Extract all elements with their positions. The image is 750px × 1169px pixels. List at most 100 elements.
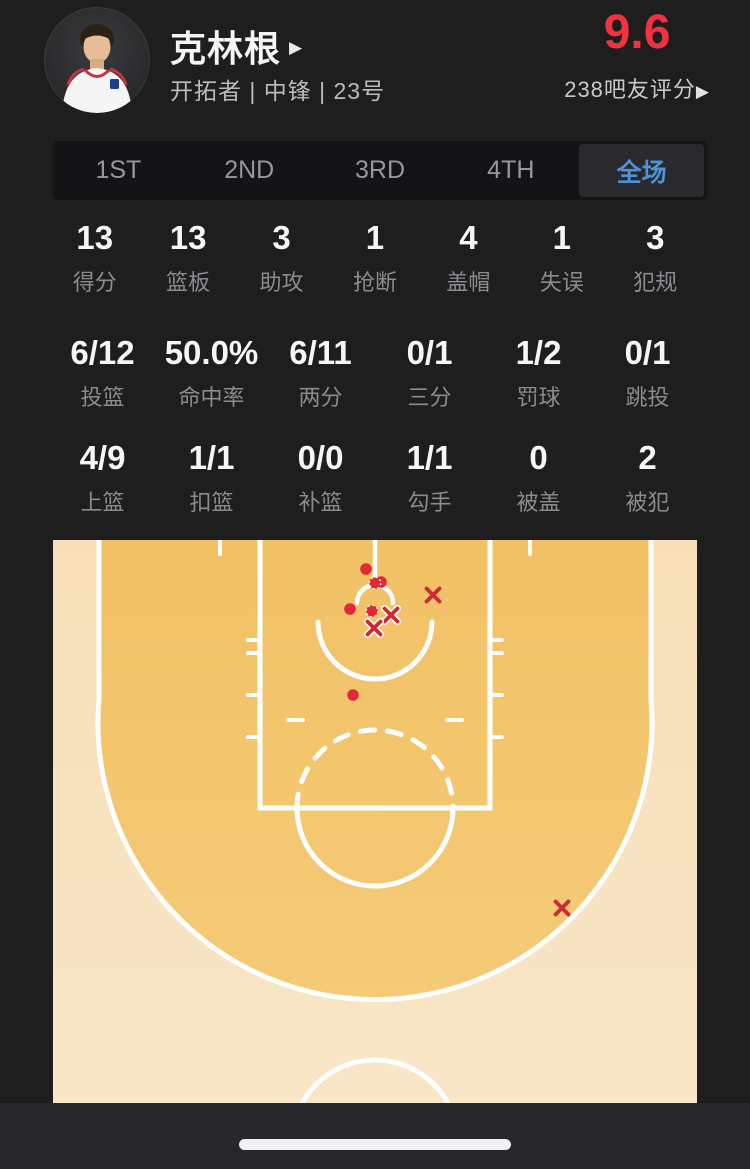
stat-cell-失误: 1 失误 xyxy=(515,220,608,297)
stat-label: 盖帽 xyxy=(446,270,491,295)
missed-shot-marker xyxy=(424,586,442,604)
stat-label: 勾手 xyxy=(407,490,452,515)
stat-cell-两分: 6/11 两分 xyxy=(266,335,375,412)
stat-cell-扣篮: 1/1 扣篮 xyxy=(157,440,266,517)
home-indicator[interactable] xyxy=(239,1139,511,1150)
stats-row-shooting: 6/12 投篮 50.0% 命中率 6/11 两分 0/1 三分 1/2 罚球 0/1 跳投 xyxy=(48,335,702,412)
stat-label: 命中率 xyxy=(178,385,245,410)
stat-label: 投篮 xyxy=(80,385,125,410)
free-throw-circle-solid xyxy=(294,805,456,889)
lane-ticks-left xyxy=(246,638,262,739)
missed-shot-marker xyxy=(365,619,383,637)
made-shot-marker xyxy=(365,604,379,618)
tab-4th[interactable]: 4TH xyxy=(487,156,535,184)
stat-value: 6/11 xyxy=(289,334,352,371)
stat-cell-罚球: 1/2 罚球 xyxy=(484,335,593,412)
stat-value: 1/2 xyxy=(515,334,562,371)
stat-label: 失误 xyxy=(539,270,584,295)
stat-cell-跳投: 0/1 跳投 xyxy=(593,335,702,412)
stat-cell-补篮: 0/0 补篮 xyxy=(266,440,375,517)
stat-label: 助攻 xyxy=(259,270,304,295)
lane-ticks-right xyxy=(488,638,504,739)
stat-label: 篮板 xyxy=(166,270,211,295)
stat-value: 13 xyxy=(76,219,114,256)
stats-row-main: 13 得分 13 篮板 3 助攻 1 抢断 4 盖帽 1 失误 3 犯规 xyxy=(48,220,702,297)
stat-value: 50.0% xyxy=(164,334,259,371)
name-chevron-icon: ▶ xyxy=(289,38,303,57)
court-inside-arc xyxy=(98,540,652,1000)
stat-value: 0/1 xyxy=(624,334,671,371)
stat-label: 被盖 xyxy=(516,490,561,515)
stat-label: 被犯 xyxy=(625,490,670,515)
stat-value: 13 xyxy=(169,219,207,256)
stat-label: 抢断 xyxy=(352,270,397,295)
stat-cell-被犯: 2 被犯 xyxy=(593,440,702,517)
stat-cell-犯规: 3 犯规 xyxy=(609,220,702,297)
missed-shot-marker xyxy=(553,899,571,917)
shot-markers xyxy=(344,563,571,917)
stat-label: 罚球 xyxy=(516,385,561,410)
stat-label: 三分 xyxy=(407,385,452,410)
stat-label: 跳投 xyxy=(625,385,670,410)
stats-row-shot-types: 4/9 上篮 1/1 扣篮 0/0 补篮 1/1 勾手 0 被盖 2 被犯 xyxy=(48,440,702,517)
stat-value: 1 xyxy=(365,219,385,256)
quarter-tabbar: 1ST 2ND 3RD 4TH 全场 xyxy=(53,141,707,200)
stat-value: 0/0 xyxy=(297,439,344,476)
stat-value: 0/1 xyxy=(406,334,453,371)
rating-block[interactable]: 9.6 238吧友评分▶ xyxy=(564,6,710,104)
bottom-bar xyxy=(0,1103,750,1169)
stat-cell-助攻: 3 助攻 xyxy=(235,220,328,297)
stat-value: 4 xyxy=(459,219,478,256)
made-shot-marker xyxy=(368,576,382,590)
stat-value: 1 xyxy=(552,219,571,256)
stat-cell-上篮: 4/9 上篮 xyxy=(48,440,157,517)
shot-chart xyxy=(53,534,697,1169)
stat-label: 上篮 xyxy=(80,490,125,515)
stat-value: 3 xyxy=(646,219,665,256)
stat-value: 4/9 xyxy=(79,439,126,476)
team-position-number: 开拓者 | 中锋 | 23号 xyxy=(170,78,386,104)
rating-value: 9.6 xyxy=(603,6,671,59)
stat-cell-得分: 13 得分 xyxy=(48,220,141,297)
stat-label: 补篮 xyxy=(298,490,343,515)
stat-label: 两分 xyxy=(298,385,343,410)
made-shot-marker xyxy=(344,603,356,615)
stat-label: 得分 xyxy=(72,270,117,295)
stat-cell-被盖: 0 被盖 xyxy=(484,440,593,517)
three-point-line xyxy=(95,537,655,1002)
stat-label: 扣篮 xyxy=(189,490,234,515)
stat-value: 0 xyxy=(529,439,548,476)
stat-value: 1/1 xyxy=(188,439,235,476)
stat-cell-勾手: 1/1 勾手 xyxy=(375,440,484,517)
tab-2nd[interactable]: 2ND xyxy=(224,156,275,184)
restricted-area-arc xyxy=(315,619,435,682)
stat-cell-三分: 0/1 三分 xyxy=(375,335,484,412)
stat-cell-抢断: 1 抢断 xyxy=(328,220,421,297)
court-graphic xyxy=(53,534,697,1169)
stat-value: 6/12 xyxy=(70,334,135,371)
player-avatar[interactable] xyxy=(44,7,150,113)
stat-cell-盖帽: 4 盖帽 xyxy=(422,220,515,297)
stat-cell-命中率: 50.0% 命中率 xyxy=(157,335,266,412)
stat-cell-投篮: 6/12 投篮 xyxy=(48,335,157,412)
free-throw-circle-dashed xyxy=(294,727,456,811)
missed-shot-marker xyxy=(382,606,400,624)
player-name-row[interactable]: 克林根 ▶ xyxy=(170,20,302,72)
caption-chevron-icon: ▶ xyxy=(695,82,710,101)
stat-label: 犯规 xyxy=(633,270,678,295)
rating-caption: 238吧友评分▶ xyxy=(564,77,710,102)
made-shot-marker xyxy=(347,689,359,701)
stat-cell-篮板: 13 篮板 xyxy=(141,220,234,297)
tab-全场[interactable]: 全场 xyxy=(579,144,704,197)
player-photo xyxy=(44,7,150,113)
baseline-hash-marks xyxy=(218,538,532,556)
stat-value: 3 xyxy=(272,219,291,256)
tab-3rd[interactable]: 3RD xyxy=(354,156,405,184)
stat-value: 2 xyxy=(638,439,657,476)
tab-1st[interactable]: 1ST xyxy=(95,156,142,184)
made-shot-marker xyxy=(360,563,372,575)
player-name: 克林根 xyxy=(170,28,282,69)
stat-value: 1/1 xyxy=(406,439,453,476)
court-lines xyxy=(95,534,655,1169)
